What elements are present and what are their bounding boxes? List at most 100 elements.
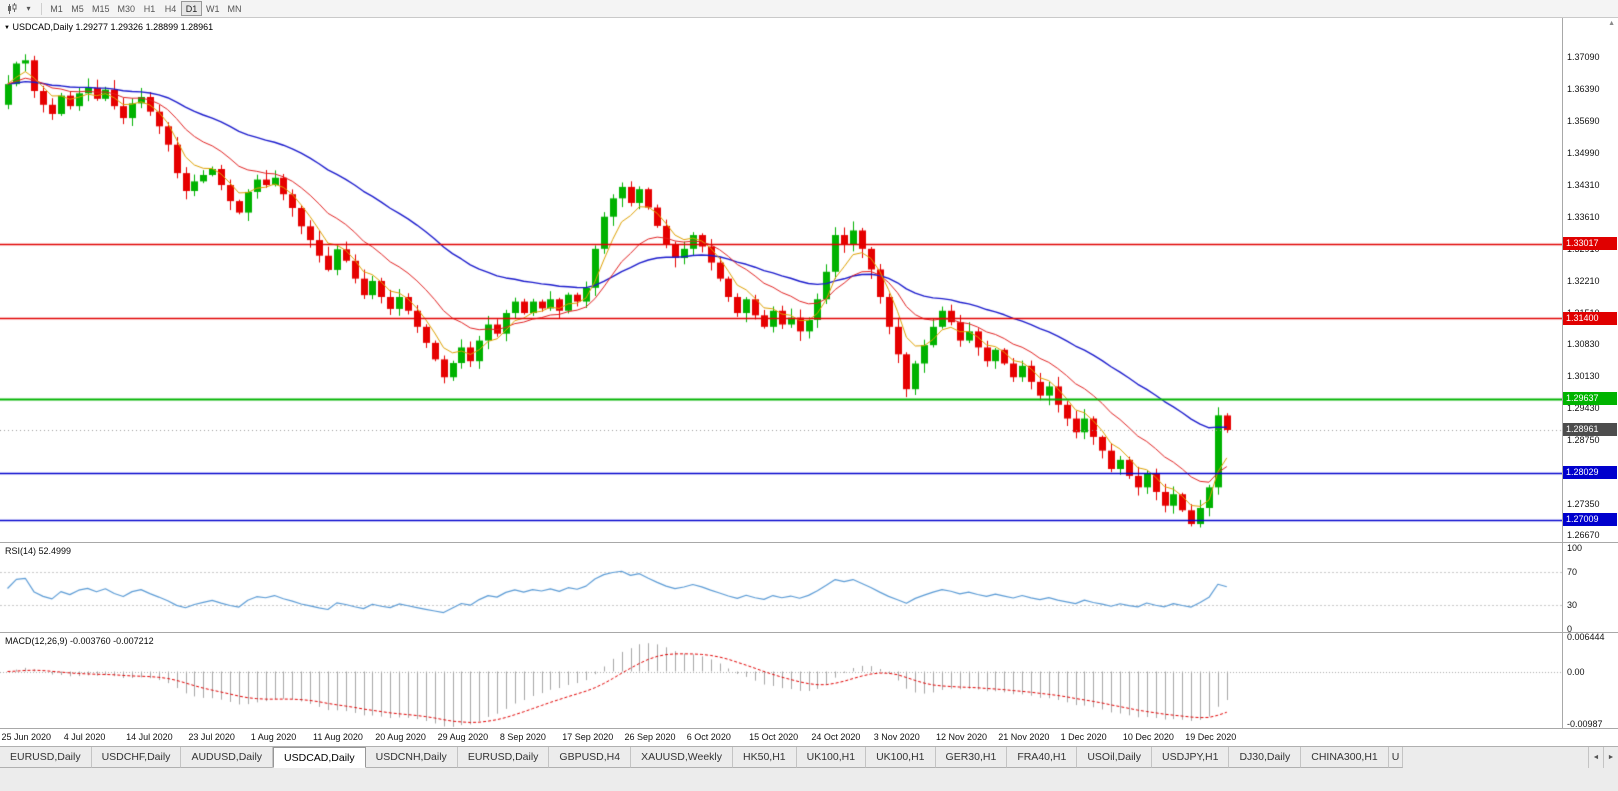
timeframe-buttons: M1 M5 M15 M30 H1 H4 D1 W1 MN — [46, 1, 246, 16]
macd-axis[interactable]: 0.006444 0.00 -0.00987 — [1562, 632, 1618, 730]
timeframe-button-m5[interactable]: M5 — [71, 4, 84, 14]
date-tick-label: 4 Jul 2020 — [63, 732, 106, 742]
timeframe-button-m30[interactable]: M30 — [117, 4, 136, 14]
axis-tick-label: 100 — [1567, 543, 1583, 553]
timeframe-button-m1[interactable]: M1 — [50, 4, 63, 14]
price-line-tag: 1.28029 — [1563, 466, 1617, 480]
price-line-tag: 1.31400 — [1563, 311, 1617, 325]
title-marker-icon: ▼ — [4, 25, 10, 31]
axis-tick-label: 0 — [1567, 624, 1573, 634]
chart-tab-bar: EURUSD,Daily USDCHF,Daily AUDUSD,Daily USDC… — [0, 746, 1618, 791]
timeframe-button-h4[interactable]: H4 — [164, 4, 177, 14]
macd-indicator-values: -0.003760 -0.007212 — [70, 636, 154, 646]
chart-tab-uk100-h1[interactable]: UK100,H1 — [866, 747, 936, 768]
scroll-up-icon[interactable]: ▲ — [1608, 20, 1615, 27]
tab-scroll-arrows: ◄ ► — [1588, 747, 1618, 768]
timeframe-button-m15[interactable]: M15 — [92, 4, 110, 14]
timeframe-button-d1[interactable]: D1 — [181, 1, 203, 16]
axis-tick-label: 1.35690 — [1567, 116, 1600, 127]
axis-tick-label: 70 — [1567, 567, 1578, 578]
chart-tab-eurusd-daily[interactable]: EURUSD,Daily — [457, 747, 550, 768]
axis-tick-label: 1.28750 — [1567, 434, 1600, 445]
timeframe-toolbar: ▾ M1 M5 M15 M30 H1 H4 D1 W1 MN — [0, 0, 1618, 18]
chart-title: ▼ USDCAD,Daily 1.29277 1.29326 1.28899 1… — [4, 22, 213, 32]
date-tick-label: 8 Sep 2020 — [499, 732, 546, 742]
timeframe-button-mn[interactable]: MN — [227, 4, 242, 14]
chart-tab-hk50-h1[interactable]: HK50,H1 — [733, 747, 797, 768]
rsi-label: RSI(14) 52.4999 — [5, 546, 71, 556]
main-chart-panel: ▼ USDCAD,Daily 1.29277 1.29326 1.28899 1… — [0, 18, 1618, 542]
date-tick-label: 17 Sep 2020 — [562, 732, 614, 742]
axis-tick-label: 1.34990 — [1567, 148, 1600, 159]
chart-tab-eurusd-daily[interactable]: EURUSD,Daily — [0, 747, 92, 768]
date-tick-label: 3 Nov 2020 — [873, 732, 920, 742]
date-tick-label: 1 Aug 2020 — [250, 732, 297, 742]
axis-tick-label: 1.32210 — [1567, 275, 1600, 286]
date-tick-label: 10 Dec 2020 — [1122, 732, 1174, 742]
axis-tick-label: 0.006444 — [1567, 632, 1605, 643]
chart-tab-dj30-daily[interactable]: DJ30,Daily — [1229, 747, 1302, 768]
chart-tab-usdchf-daily[interactable]: USDCHF,Daily — [91, 747, 182, 768]
date-tick-label: 11 Aug 2020 — [313, 732, 363, 742]
chart-menu-caret-icon[interactable]: ▾ — [26, 4, 31, 13]
chart-tab-uk100-h1[interactable]: UK100,H1 — [796, 747, 867, 768]
price-axis[interactable]: ▲ 1.37090 1.36390 1.35690 1.34990 1.34310 1.3… — [1562, 18, 1618, 542]
rsi-indicator-name: RSI(14) — [5, 546, 37, 556]
macd-indicator-name: MACD(12,26,9) — [5, 636, 68, 646]
axis-tick-label: 1.37090 — [1567, 52, 1600, 63]
date-tick-label: 20 Aug 2020 — [375, 732, 426, 742]
date-tick-label: 12 Nov 2020 — [936, 732, 988, 742]
axis-tick-label: 1.33610 — [1567, 211, 1600, 222]
chart-tab-china300-h1[interactable]: CHINA300,H1 — [1301, 747, 1389, 768]
macd-canvas[interactable] — [0, 633, 1562, 729]
timeframe-button-w1[interactable]: W1 — [206, 4, 220, 14]
tab-scroll-left-icon[interactable]: ◄ — [1588, 747, 1603, 768]
axis-tick-label: 1.36390 — [1567, 84, 1600, 95]
chart-tab-partial[interactable]: U — [1388, 747, 1404, 768]
chart-tab-usdcnh-daily[interactable]: USDCNH,Daily — [365, 747, 458, 768]
chart-tab-usdcad-daily[interactable]: USDCAD,Daily — [273, 747, 366, 768]
axis-tick-label: 1.29430 — [1567, 403, 1600, 414]
price-line-tag: 1.29637 — [1563, 392, 1617, 406]
ohlc-values-label: 1.29277 1.29326 1.28899 1.28961 — [75, 22, 214, 32]
rsi-canvas[interactable] — [0, 543, 1562, 633]
date-tick-label: 25 Jun 2020 — [1, 732, 52, 742]
chart-tab-gbpusd-h4[interactable]: GBPUSD,H4 — [549, 747, 632, 768]
axis-tick-label: 1.27350 — [1567, 498, 1600, 509]
axis-tick-label: -0.00987 — [1567, 719, 1603, 730]
toolbar-separator — [41, 2, 42, 15]
date-axis[interactable]: 25 Jun 2020 4 Jul 2020 14 Jul 2020 23 Jul 2… — [0, 728, 1618, 746]
axis-tick-label: 1.30130 — [1567, 371, 1600, 382]
price-line-tag: 1.33017 — [1563, 237, 1617, 251]
date-tick-label: 19 Dec 2020 — [1185, 732, 1237, 742]
chart-tab-audusd-daily[interactable]: AUDUSD,Daily — [181, 747, 274, 768]
chart-tab-usdjpy-h1[interactable]: USDJPY,H1 — [1152, 747, 1230, 768]
date-tick-label: 6 Oct 2020 — [686, 732, 731, 742]
axis-tick-label: 30 — [1567, 599, 1578, 610]
price-chart-canvas[interactable] — [0, 18, 1562, 542]
macd-panel: MACD(12,26,9) -0.003760 -0.007212 0.0064… — [0, 632, 1618, 730]
date-tick-label: 29 Aug 2020 — [437, 732, 489, 742]
tab-scroll-right-icon[interactable]: ► — [1603, 747, 1618, 768]
date-tick-label: 15 Oct 2020 — [749, 732, 799, 742]
date-tick-label: 24 Oct 2020 — [811, 732, 861, 742]
date-tick-label: 23 Jul 2020 — [188, 732, 235, 742]
chart-tab-fra40-h1[interactable]: FRA40,H1 — [1007, 747, 1078, 768]
candlestick-chart-icon[interactable] — [3, 1, 20, 16]
axis-tick-label: 1.30830 — [1567, 339, 1600, 350]
axis-tick-label: 1.26670 — [1567, 530, 1600, 541]
date-tick-label: 21 Nov 2020 — [998, 732, 1050, 742]
rsi-axis[interactable]: 100 70 30 0 — [1562, 543, 1618, 634]
rsi-panel: RSI(14) 52.4999 100 70 30 0 — [0, 542, 1618, 634]
timeframe-button-h1[interactable]: H1 — [143, 4, 156, 14]
current-price-tag: 1.28961 — [1563, 423, 1617, 437]
chart-tab-usoil-daily[interactable]: USOil,Daily — [1077, 747, 1153, 768]
symbol-period-label: USDCAD,Daily — [12, 22, 73, 32]
date-tick-label: 1 Dec 2020 — [1060, 732, 1107, 742]
macd-label: MACD(12,26,9) -0.003760 -0.007212 — [5, 636, 154, 646]
axis-tick-label: 0.00 — [1567, 666, 1585, 677]
price-line-tag: 1.27009 — [1563, 513, 1617, 527]
chart-tab-xauusd-weekly[interactable]: XAUUSD,Weekly — [631, 747, 734, 768]
chart-tab-ger30-h1[interactable]: GER30,H1 — [935, 747, 1008, 768]
